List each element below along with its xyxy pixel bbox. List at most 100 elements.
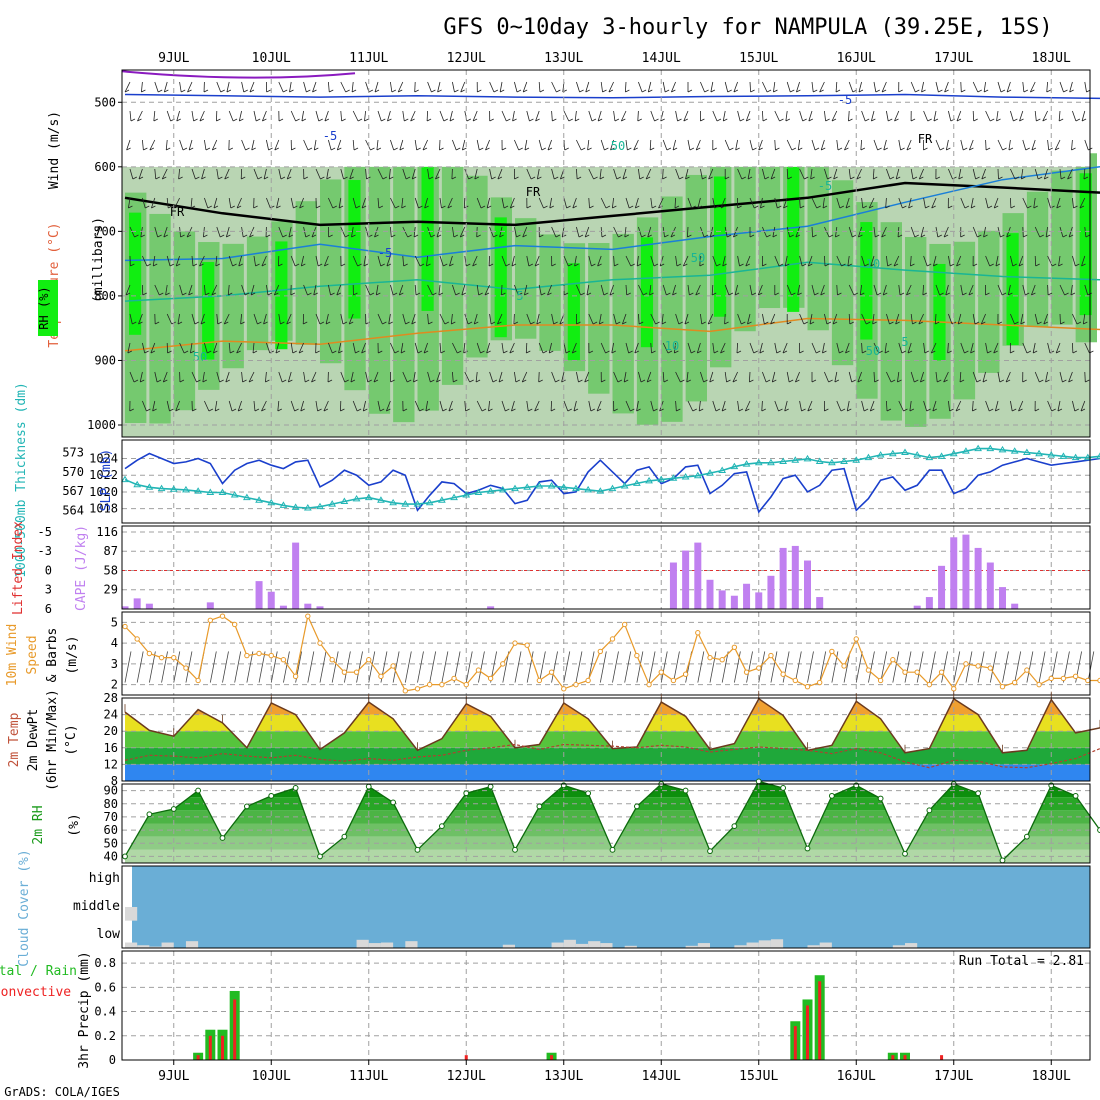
wind-barb	[129, 313, 133, 325]
wind-barb	[173, 651, 181, 683]
wind-barb	[464, 313, 469, 325]
wind-barb	[563, 255, 569, 267]
wind-barb	[1005, 379, 1011, 383]
wind-barb	[709, 651, 717, 683]
wind-barb	[365, 284, 371, 296]
rh-marker	[828, 792, 835, 799]
wind-barb	[299, 205, 304, 209]
wind-barb	[786, 284, 792, 296]
wind-barb	[253, 400, 256, 412]
wind-barb	[1012, 408, 1017, 412]
wind-barb	[1067, 176, 1072, 180]
wind-barb	[566, 205, 571, 209]
wind-barb	[770, 321, 775, 325]
rh-marker	[390, 799, 397, 806]
wind-barb	[695, 139, 701, 151]
wind-barb	[886, 313, 890, 325]
pressure-tick-label: 600	[94, 160, 116, 174]
wind-barb	[836, 197, 841, 209]
wind-barb	[972, 400, 974, 412]
wind-barb	[193, 118, 198, 122]
wind-barb	[280, 176, 286, 180]
wind-barb	[773, 89, 778, 93]
wind-barb	[866, 321, 871, 325]
wind-barb	[278, 118, 284, 122]
rh-marker	[414, 846, 421, 853]
wind-barb	[192, 408, 197, 412]
wind-barb	[301, 118, 307, 122]
wind-barb	[837, 147, 843, 151]
wind-barb	[188, 292, 193, 296]
wind-barb	[759, 350, 765, 354]
wind-barb	[158, 89, 163, 93]
wind-marker	[353, 669, 360, 675]
wind-barb	[779, 118, 784, 122]
wind-barb	[613, 226, 619, 238]
wind-barb	[142, 255, 148, 267]
wind-barb	[620, 110, 627, 122]
wind-barb	[810, 176, 815, 180]
wind-barb	[390, 226, 392, 238]
thickness-marker	[645, 476, 653, 484]
wind-barb	[283, 89, 288, 93]
wind-barb	[139, 371, 143, 383]
wind-barb	[724, 313, 726, 325]
wind-barb	[441, 651, 449, 683]
wind-barb	[1000, 89, 1006, 93]
wind-barb	[550, 408, 556, 412]
wind-barb	[425, 408, 431, 412]
wind-marker	[829, 648, 835, 655]
contour-label: FR	[170, 205, 185, 219]
wind-barb	[541, 292, 546, 296]
wind-barb	[511, 400, 515, 412]
wind-barb	[660, 651, 668, 683]
wind-barb	[502, 651, 510, 683]
wind-barb	[745, 408, 750, 412]
wind-barb	[811, 342, 817, 354]
wind-barb	[232, 118, 238, 122]
wind-barb	[759, 342, 763, 354]
wind-barb	[349, 176, 354, 180]
wind-barb	[328, 197, 334, 209]
wind-barb	[875, 234, 880, 238]
wind-marker	[646, 681, 652, 688]
wind-barb	[1063, 89, 1068, 93]
wind-barb	[176, 263, 181, 267]
wind-barb	[987, 350, 992, 354]
wind-barb	[611, 350, 616, 354]
wind-barb	[143, 147, 148, 151]
wind-barb	[154, 226, 159, 238]
wind-barb	[725, 176, 730, 180]
wind-barb	[704, 89, 709, 93]
cape-bar	[755, 592, 763, 609]
wind-barb	[1067, 168, 1073, 180]
wind-barb	[526, 651, 534, 683]
wind-barb	[564, 147, 569, 151]
wind-barb	[824, 371, 829, 383]
wind-barb	[983, 81, 986, 93]
thickness-marker	[1096, 452, 1100, 459]
wind-barb	[651, 205, 657, 209]
temp-tick-label: 8	[111, 774, 118, 788]
wind-barb	[948, 205, 953, 209]
rh-panel	[121, 783, 1091, 864]
wind-barb	[907, 342, 912, 354]
wind-barb	[363, 263, 369, 267]
wind-barb	[613, 255, 615, 267]
wind-barb	[1032, 342, 1036, 354]
cape-bar	[999, 587, 1006, 609]
wind-barb	[895, 176, 901, 180]
wind-barb	[1022, 379, 1027, 383]
wind-marker	[1072, 673, 1079, 680]
wind-barb	[708, 176, 713, 180]
wind-barb	[400, 350, 406, 354]
wind-barb	[563, 110, 570, 122]
wind-barb	[870, 255, 875, 267]
wind-barb	[343, 176, 348, 180]
wind-barb	[927, 118, 932, 122]
thickness-marker	[1010, 447, 1019, 454]
thickness-marker	[1035, 449, 1043, 457]
wind-barb	[698, 400, 701, 412]
wind-barb	[637, 263, 642, 267]
wind-barb	[895, 313, 900, 325]
